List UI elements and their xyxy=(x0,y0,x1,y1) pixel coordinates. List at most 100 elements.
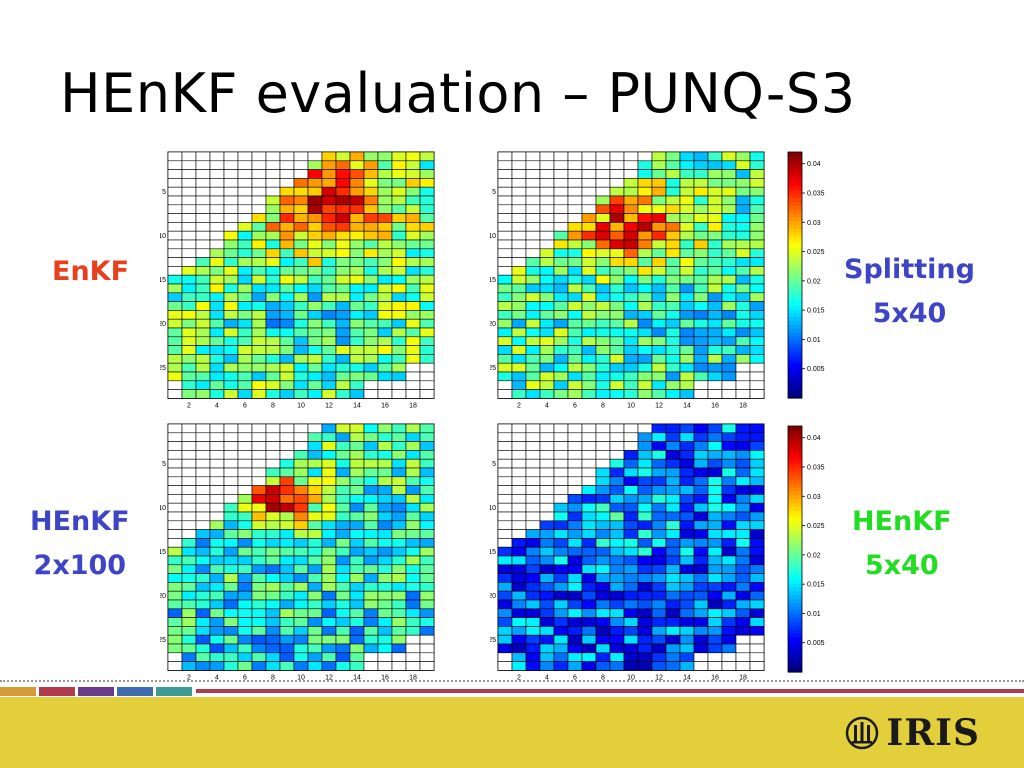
colorbar-segment xyxy=(788,190,802,195)
heatmap-cell xyxy=(405,257,421,267)
heatmap-cell xyxy=(279,195,295,206)
heatmap-cell xyxy=(391,354,407,364)
colorbar-tick-label: 0.02 xyxy=(807,278,821,285)
heatmap-cell xyxy=(363,310,379,320)
heatmap-cell xyxy=(735,160,751,170)
heatmap-cell xyxy=(251,608,267,618)
heatmap-cell xyxy=(581,573,597,583)
heatmap-cell xyxy=(349,590,365,601)
heatmap-cell xyxy=(567,283,583,294)
heatmap-cell xyxy=(567,230,583,241)
heatmap-cell xyxy=(525,239,541,250)
heatmap-cell xyxy=(335,257,351,267)
heatmap-cell xyxy=(539,345,555,355)
heatmap-cell xyxy=(665,476,681,486)
heatmap-cell xyxy=(679,327,695,338)
heatmap-cell xyxy=(237,186,253,197)
heatmap-cell xyxy=(293,336,309,346)
heatmap-cell xyxy=(623,617,639,627)
heatmap-cell xyxy=(567,310,583,320)
heatmap-cell xyxy=(525,450,541,460)
heatmap-cell xyxy=(279,634,295,645)
heatmap-cell xyxy=(567,239,583,250)
heatmap-cell xyxy=(665,257,681,267)
heatmap-cell xyxy=(581,380,597,390)
heatmap-cell xyxy=(735,327,751,338)
heatmap-cell xyxy=(539,310,555,320)
heatmap-cell xyxy=(251,599,267,610)
heatmap-cell xyxy=(707,301,723,311)
y-tick-label: 5 xyxy=(162,461,166,468)
heatmap-cell xyxy=(167,441,183,451)
heatmap-cell xyxy=(497,573,513,583)
heatmap-cell xyxy=(279,389,295,399)
heatmap-cell xyxy=(525,257,541,267)
heatmap-cell xyxy=(511,590,527,601)
heatmap-cell xyxy=(251,458,267,469)
heatmap-cell xyxy=(419,239,435,250)
heatmap-cell xyxy=(595,239,611,250)
heatmap-cell xyxy=(377,222,393,232)
heatmap-cell xyxy=(721,389,737,399)
heatmap-cell xyxy=(581,599,597,610)
heatmap-cell xyxy=(497,371,513,382)
heatmap-cell xyxy=(167,450,183,460)
heatmap-cell xyxy=(735,380,751,390)
heatmap-cell xyxy=(609,274,625,285)
heatmap-cell xyxy=(335,476,351,486)
heatmap-cell xyxy=(181,423,197,434)
heatmap-cell xyxy=(707,380,723,390)
heatmap-cell xyxy=(321,617,337,627)
heatmap-cell xyxy=(377,371,393,382)
heatmap-cell xyxy=(595,204,611,214)
heatmap-cell xyxy=(651,599,667,610)
heatmap-cell xyxy=(321,564,337,574)
colorbar-segment xyxy=(788,228,802,234)
heatmap-cell xyxy=(735,634,751,645)
heatmap-cell xyxy=(735,502,751,513)
heatmap-cell xyxy=(679,222,695,232)
heatmap-cell xyxy=(209,608,225,618)
heatmap-cell xyxy=(167,178,183,188)
heatmap-cell xyxy=(363,546,379,557)
heatmap-cell xyxy=(181,266,197,276)
colorbar-segment xyxy=(788,263,802,268)
heatmap-cell xyxy=(419,573,435,583)
colorbar-segment xyxy=(788,348,802,353)
heatmap-cell xyxy=(195,274,211,285)
heatmap-cell xyxy=(391,248,407,258)
x-tick-label: 2 xyxy=(517,402,521,409)
heatmap-cell xyxy=(181,301,197,311)
heatmap-cell xyxy=(623,230,639,241)
heatmap-cell xyxy=(693,494,709,504)
heatmap-cell xyxy=(595,634,611,645)
heatmap-cell xyxy=(581,485,597,495)
heatmap-cell xyxy=(391,502,407,513)
heatmap-cell xyxy=(335,301,351,311)
heatmap-cell xyxy=(405,380,421,390)
heatmap-cell xyxy=(279,494,295,504)
heatmap-cell xyxy=(721,661,737,671)
heatmap-cell xyxy=(749,450,765,460)
heatmap-cell xyxy=(167,354,183,364)
heatmap-cell xyxy=(665,283,681,294)
heatmap-cell xyxy=(553,441,569,451)
heatmap-cell xyxy=(265,292,281,302)
heatmap-cell xyxy=(567,502,583,513)
heatmap-cell xyxy=(321,546,337,557)
colorbar-segment xyxy=(788,587,802,592)
heatmap-cell xyxy=(581,555,597,566)
heatmap-cell xyxy=(335,582,351,592)
colorbar-segment xyxy=(788,460,802,466)
heatmap-cell xyxy=(693,274,709,285)
heatmap-cell xyxy=(293,529,309,539)
heatmap-cell xyxy=(167,661,183,671)
heatmap-cell xyxy=(679,511,695,522)
heatmap-cell xyxy=(581,230,597,241)
heatmap-cell xyxy=(167,626,183,636)
heatmap-cell xyxy=(251,248,267,258)
heatmap-cell xyxy=(335,520,351,530)
heatmap-cell xyxy=(651,450,667,460)
heatmap-cell xyxy=(553,502,569,513)
heatmap-cell xyxy=(525,327,541,338)
